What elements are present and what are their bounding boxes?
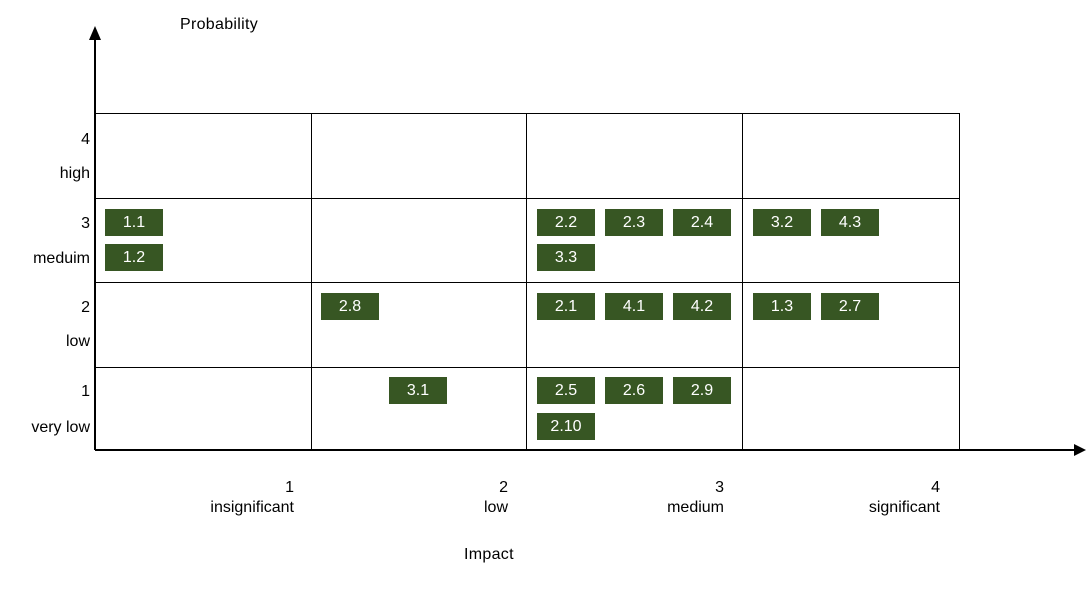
x-axis-title: Impact	[464, 546, 514, 563]
row-label-low: low	[65, 333, 90, 350]
risk-tag: 4.3	[821, 209, 879, 236]
cell-r4-c4	[742, 113, 960, 199]
row-number-4: 4	[81, 131, 90, 148]
risk-tag: 2.1	[537, 293, 595, 320]
col-label-medium: medium	[667, 499, 724, 516]
risk-tag: 2.6	[605, 377, 663, 404]
risk-tag: 3.2	[753, 209, 811, 236]
row-label-very-low: very low	[31, 419, 90, 436]
cell-r1-c1	[95, 367, 312, 451]
risk-tag: 3.3	[537, 244, 595, 271]
col-label-low: low	[483, 499, 508, 516]
risk-tag: 2.9	[673, 377, 731, 404]
cell-r4-c2	[311, 113, 527, 199]
cell-r4-c1	[95, 113, 312, 199]
col-label-significant: significant	[868, 499, 940, 516]
row-number-1: 1	[81, 383, 90, 400]
risk-tag: 1.2	[105, 244, 163, 271]
col-number-1: 1	[285, 479, 294, 496]
col-label-insignificant: insignificant	[210, 499, 294, 516]
y-axis-title: Probability	[180, 16, 259, 33]
cell-r1-c4	[742, 367, 960, 451]
risk-tag: 1.3	[753, 293, 811, 320]
row-number-3: 3	[81, 215, 90, 232]
risk-tag: 2.10	[537, 413, 595, 440]
risk-tag: 4.1	[605, 293, 663, 320]
risk-tag: 2.8	[321, 293, 379, 320]
cell-r4-c3	[526, 113, 743, 199]
col-number-4: 4	[931, 479, 940, 496]
col-number-3: 3	[715, 479, 724, 496]
cell-r2-c1	[95, 282, 312, 368]
risk-tag: 4.2	[673, 293, 731, 320]
row-number-2: 2	[81, 299, 90, 316]
y-axis-arrowhead	[89, 26, 101, 40]
risk-tag: 2.3	[605, 209, 663, 236]
x-axis-arrowhead	[1074, 444, 1086, 456]
row-label-high: high	[59, 165, 90, 182]
risk-tag: 2.2	[537, 209, 595, 236]
cell-r3-c2	[311, 198, 527, 283]
risk-tag: 1.1	[105, 209, 163, 236]
row-label-meduim: meduim	[33, 250, 90, 267]
risk-tag: 3.1	[389, 377, 447, 404]
risk-tag: 2.4	[673, 209, 731, 236]
col-number-2: 2	[499, 479, 508, 496]
risk-tag: 2.5	[537, 377, 595, 404]
risk-tag: 2.7	[821, 293, 879, 320]
